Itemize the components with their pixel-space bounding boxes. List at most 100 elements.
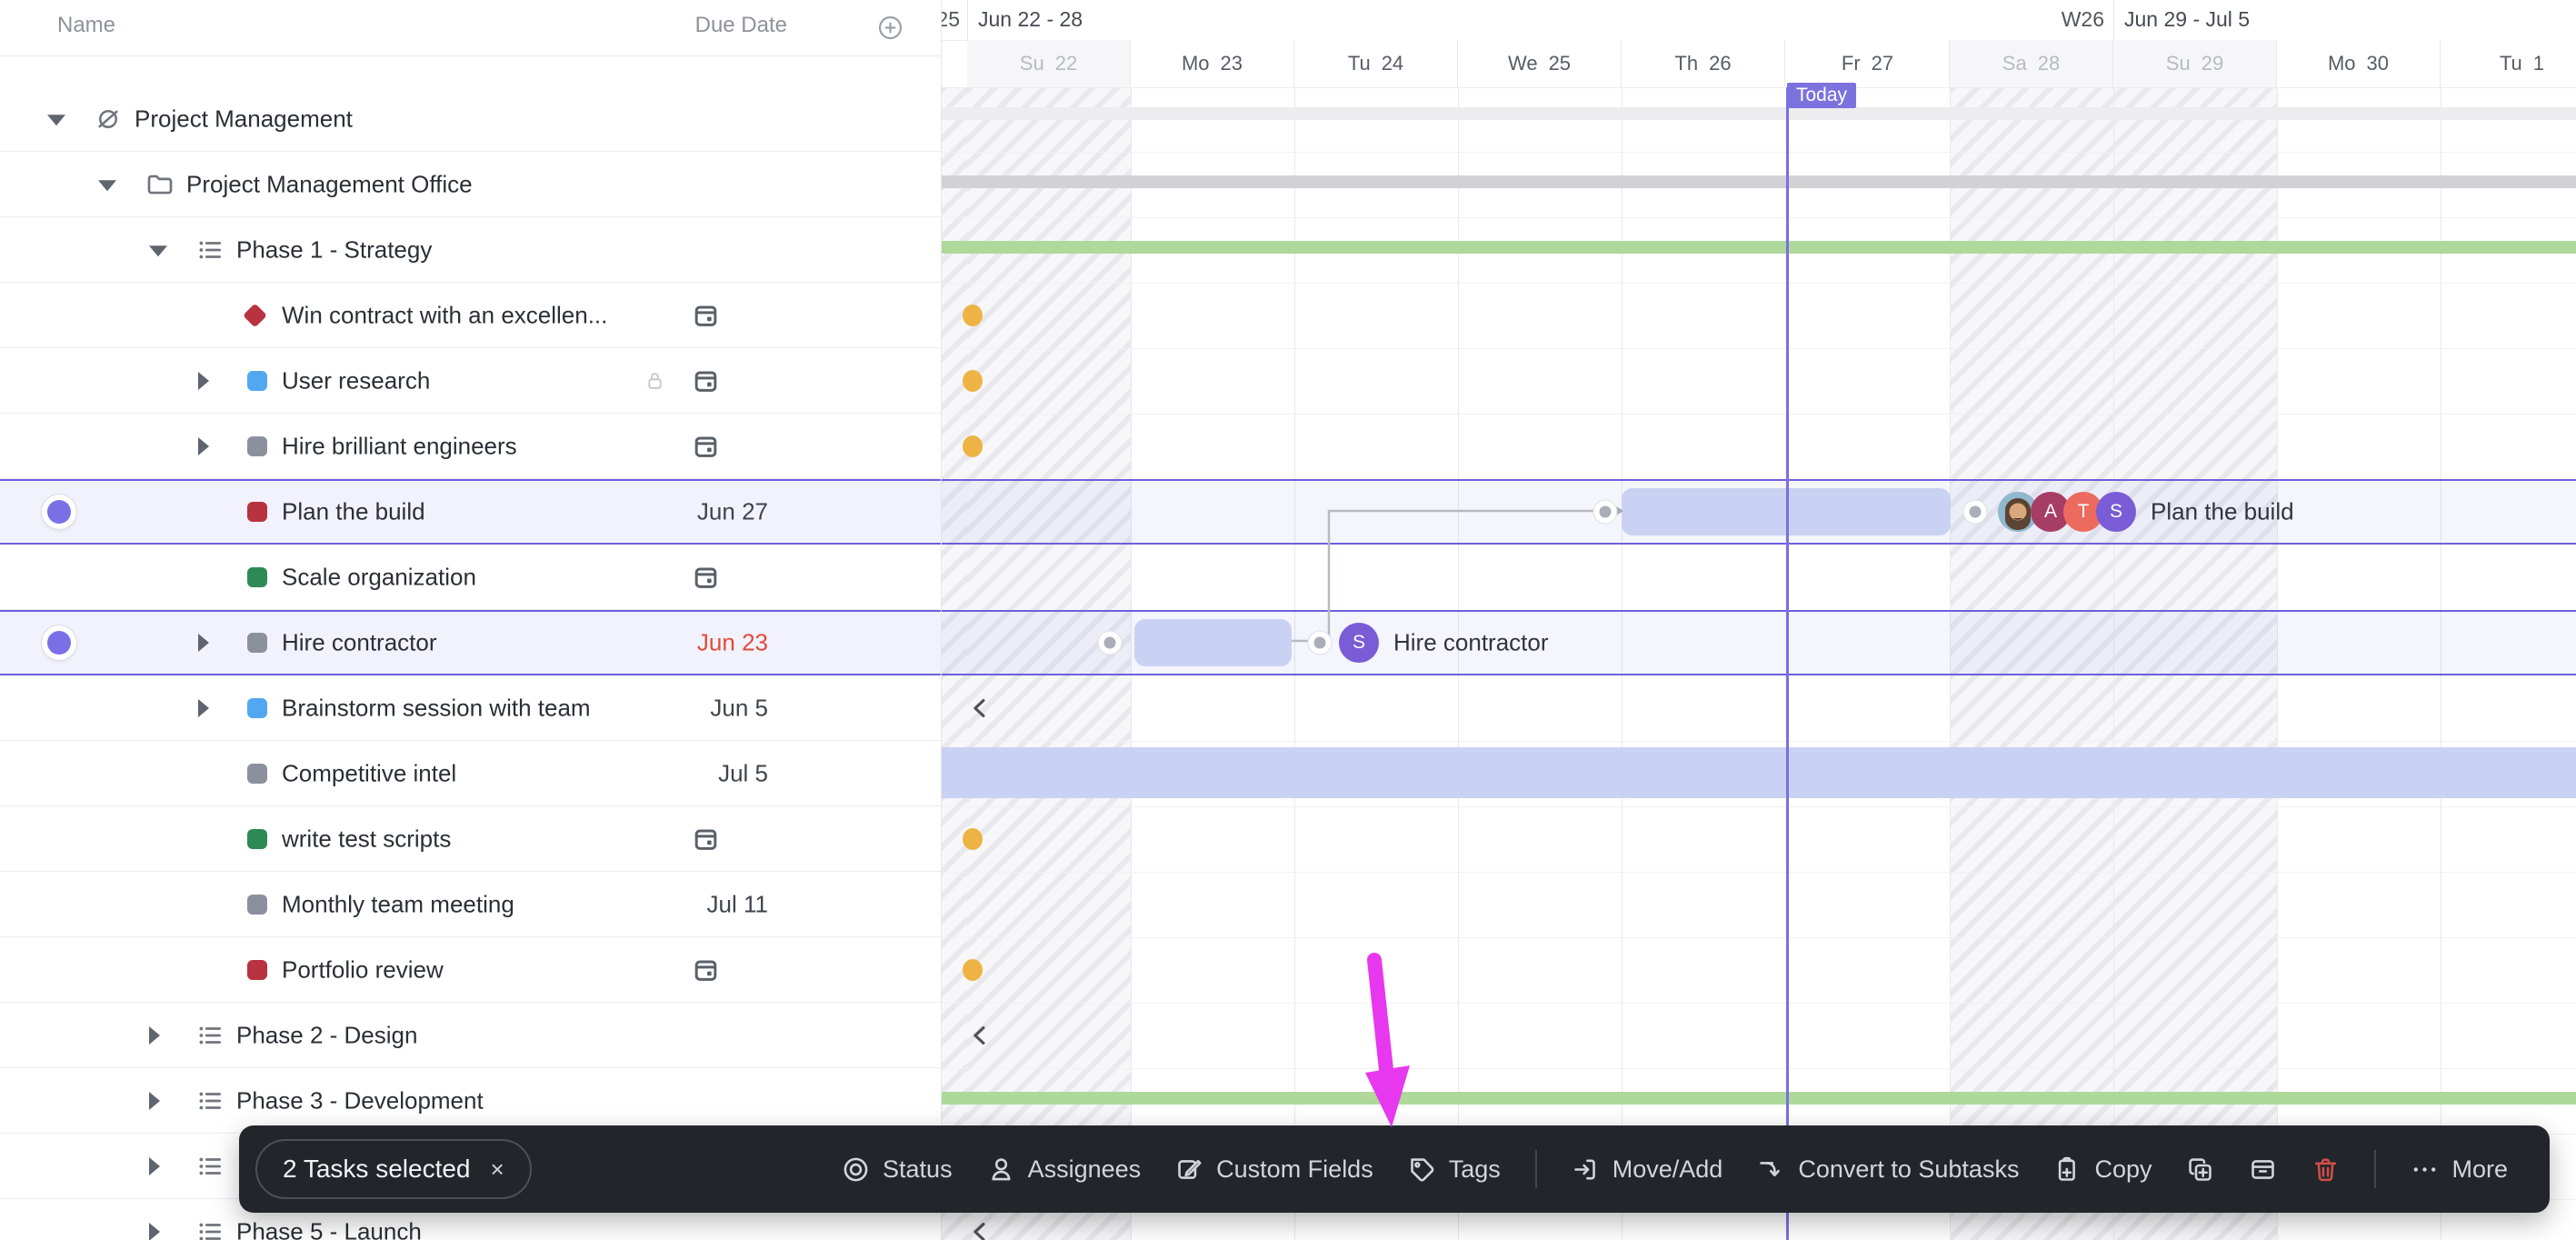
tree-row-portfolio-review[interactable]: Portfolio review [0, 937, 941, 1003]
toolbar-action-trash[interactable] [2311, 1155, 2340, 1184]
task-status-icon[interactable] [247, 633, 267, 653]
tree-row-scale-organization[interactable]: Scale organization [0, 545, 941, 610]
add-column-button[interactable] [877, 15, 904, 41]
milestone-status-icon[interactable] [243, 303, 267, 327]
due-date-value[interactable]: Jun 27 [696, 497, 768, 525]
set-due-date-icon[interactable] [692, 301, 720, 329]
set-due-date-icon[interactable] [692, 825, 720, 853]
gantt-bar-competitive-intel[interactable] [941, 747, 2576, 798]
duplicate-icon [2186, 1155, 2214, 1184]
assignee-avatar-initial[interactable]: S [1339, 623, 1379, 663]
offscreen-task-dot[interactable] [963, 828, 983, 850]
due-date-value[interactable]: Jun 23 [696, 628, 768, 656]
set-due-date-icon[interactable] [692, 366, 720, 395]
dependency-handle-dot[interactable] [1103, 636, 1116, 649]
offscreen-task-dot[interactable] [963, 959, 983, 981]
tree-row-hire-contractor[interactable]: Hire contractor Jun 23 [0, 610, 941, 675]
tree-row-competitive-intel[interactable]: Competitive intel Jul 5 [0, 741, 941, 806]
tree-row-phase-1-strategy[interactable]: Phase 1 - Strategy [0, 217, 941, 283]
row-selected-toggle[interactable] [42, 495, 76, 529]
task-status-icon[interactable] [247, 566, 267, 587]
tree-row-brainstorm-session-with-team[interactable]: Brainstorm session with team Jun 5 [0, 675, 941, 741]
expand-caret-icon[interactable] [198, 371, 209, 390]
day-header-fr-27: Fr 27 [1786, 40, 1950, 87]
offscreen-task-dot[interactable] [963, 305, 983, 326]
list-icon [196, 236, 224, 264]
tree-row-user-research[interactable]: User research [0, 348, 941, 414]
day-number: 28 [2037, 52, 2061, 75]
task-status-icon[interactable] [247, 828, 267, 849]
toolbar-action-tags[interactable]: Tags [1408, 1155, 1501, 1184]
row-label: User research [282, 366, 431, 394]
rollup-bar-pmo-rollup[interactable] [941, 175, 2576, 188]
tree-row-plan-the-build[interactable]: Plan the build Jun 27 [0, 479, 941, 545]
expand-caret-icon[interactable] [149, 1222, 160, 1240]
offscreen-task-dot[interactable] [963, 435, 983, 457]
task-status-icon[interactable] [247, 435, 267, 456]
toolbar-action-custom-fields[interactable]: Custom Fields [1175, 1155, 1373, 1184]
day-header-su-29: Su 29 [2113, 40, 2277, 87]
day-header-mo-30: Mo 30 [2277, 40, 2441, 87]
collapse-caret-icon[interactable] [149, 245, 167, 256]
week-number: W26 [2061, 7, 2104, 31]
rollup-bar-phase3-rollup[interactable] [941, 1092, 2576, 1105]
toolbar-action-label: More [2451, 1155, 2508, 1183]
toolbar-action-move-add[interactable]: Move/Add [1572, 1155, 1722, 1184]
tree-row-phase-2-design[interactable]: Phase 2 - Design [0, 1003, 941, 1068]
assignee-avatar-initial[interactable]: S [2096, 492, 2136, 532]
due-date-value[interactable]: Jul 5 [718, 759, 768, 786]
toolbar-action-status[interactable]: Status [842, 1155, 953, 1184]
expand-caret-icon[interactable] [149, 1091, 160, 1110]
set-due-date-icon[interactable] [692, 955, 720, 984]
scroll-to-bar-chevron-icon[interactable] [968, 1024, 993, 1048]
offscreen-task-dot[interactable] [963, 370, 983, 392]
day-header-sa-28: Sa 28 [1950, 40, 2113, 87]
collapse-caret-icon[interactable] [98, 179, 116, 191]
toolbar-action-duplicate[interactable] [2186, 1155, 2214, 1184]
task-status-icon[interactable] [247, 894, 267, 915]
tree-row-project-management-office[interactable]: Project Management Office [0, 152, 941, 217]
expand-caret-icon[interactable] [198, 436, 209, 455]
archive-icon [2249, 1155, 2277, 1184]
expand-caret-icon[interactable] [198, 634, 209, 652]
expand-caret-icon[interactable] [149, 1156, 160, 1175]
collapse-caret-icon[interactable] [47, 114, 65, 125]
task-status-icon[interactable] [247, 763, 267, 784]
selection-count-pill[interactable]: 2 Tasks selected × [255, 1139, 532, 1199]
toolbar-action-more[interactable]: More [2411, 1155, 2508, 1184]
toolbar-action-archive[interactable] [2249, 1155, 2277, 1184]
rollup-bar-phase1-rollup[interactable] [941, 241, 2576, 254]
dependency-handle-dot[interactable] [1969, 505, 1982, 518]
tree-row-phase-3-development[interactable]: Phase 3 - Development [0, 1068, 941, 1134]
expand-caret-icon[interactable] [198, 698, 209, 717]
scroll-to-bar-chevron-icon[interactable] [968, 1220, 993, 1240]
dependency-handle-dot[interactable] [1313, 636, 1326, 649]
expand-caret-icon[interactable] [149, 1025, 160, 1045]
row-selected-toggle[interactable] [42, 625, 76, 660]
gantt-bar-hire-contractor[interactable] [1134, 619, 1292, 666]
toolbar-action-assignees[interactable]: Assignees [987, 1155, 1141, 1184]
dependency-handle-dot[interactable] [1599, 505, 1612, 518]
copy-icon [2053, 1155, 2082, 1184]
toolbar-action-copy[interactable]: Copy [2053, 1155, 2152, 1184]
set-due-date-icon[interactable] [692, 432, 720, 460]
set-due-date-icon[interactable] [692, 563, 720, 591]
row-label: Phase 1 - Strategy [236, 235, 433, 263]
due-date-value[interactable]: Jun 5 [710, 694, 768, 721]
task-status-icon[interactable] [247, 370, 267, 391]
tree-row-monthly-team-meeting[interactable]: Monthly team meeting Jul 11 [0, 872, 941, 937]
day-name: Tu [1347, 52, 1371, 75]
toolbar-action-convert-to-subtasks[interactable]: Convert to Subtasks [1757, 1155, 2019, 1184]
task-status-icon[interactable] [247, 697, 267, 718]
tree-row-win-contract-with-an-excellen[interactable]: Win contract with an excellen... [0, 283, 941, 348]
assignee-avatar-photo[interactable] [1998, 492, 2038, 532]
due-date-value[interactable]: Jul 11 [706, 890, 768, 917]
tree-row-hire-brilliant-engineers[interactable]: Hire brilliant engineers [0, 414, 941, 479]
clear-selection-icon[interactable]: × [490, 1155, 504, 1183]
task-status-icon[interactable] [247, 959, 267, 980]
tree-row-write-test-scripts[interactable]: write test scripts [0, 806, 941, 872]
task-status-icon[interactable] [247, 502, 267, 522]
scroll-to-bar-chevron-icon[interactable] [968, 696, 993, 721]
tree-row-project-management[interactable]: Project Management [0, 86, 941, 152]
week-number: 25 [941, 7, 960, 31]
